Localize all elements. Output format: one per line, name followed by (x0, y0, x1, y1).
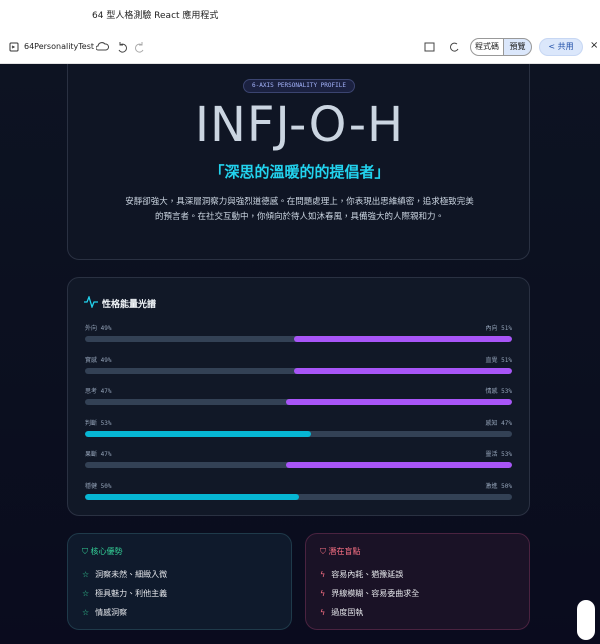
toolbar-icons-right[interactable] (424, 41, 464, 53)
right-name: 激進 (485, 482, 498, 490)
right-label: 內向 51% (486, 323, 512, 332)
right-value: 47% (501, 419, 512, 427)
bar-track (85, 367, 512, 374)
left-label: 果斷 47% (85, 449, 111, 458)
right-name: 情感 (485, 388, 498, 395)
profile-card: 6-AXIS PERSONALITY PROFILE INFJ-O-H 「深思的… (67, 64, 530, 260)
right-label: 情感 53% (486, 386, 512, 395)
item-text: 洞察未然、細緻入微 (95, 570, 168, 579)
item-text: 界線模糊、容易委曲求全 (331, 589, 420, 598)
app-name: 64PersonalityTest (24, 42, 95, 51)
bar-fill (285, 399, 512, 405)
left-label: 穩健 50% (85, 481, 111, 490)
item-icon: ϟ (320, 570, 326, 579)
type-code: INFJ-O-H (194, 97, 405, 153)
bar-fill (85, 430, 312, 437)
right-label: 直覺 51% (486, 355, 512, 364)
left-label: 判斷 53% (85, 418, 111, 427)
list-item: ϟ 容易內耗、猶豫延誤 (320, 569, 403, 580)
share-label: 共用 (557, 42, 574, 51)
right-name: 內向 (485, 325, 498, 332)
bar-track (85, 493, 512, 500)
toolbar: 64PersonalityTest 程式碼 預覽 < 共用 × (0, 30, 600, 64)
right-name: 直覺 (485, 356, 498, 364)
strengths-title-text: 核心優勢 (90, 547, 123, 556)
bar-track (85, 462, 512, 468)
right-value: 51% (501, 325, 512, 332)
bar-fill (285, 462, 512, 468)
left-value: 47% (100, 451, 112, 458)
left-name: 外向 (85, 325, 98, 332)
left-name: 判斷 (85, 419, 98, 427)
left-name: 穩健 (85, 482, 98, 490)
item-text: 過度固執 (331, 608, 364, 617)
side-widget[interactable] (577, 600, 595, 640)
code-button[interactable]: 程式碼 (470, 38, 504, 56)
list-item: ϟ 過度固執 (320, 607, 363, 618)
strengths-title: ⛉ 核心優勢 (82, 547, 123, 556)
app-icon (9, 42, 19, 52)
right-name: 靈活 (485, 451, 498, 458)
left-label: 實感 49% (85, 355, 111, 364)
pulse-icon (84, 296, 98, 308)
left-value: 47% (100, 388, 112, 395)
blindspots-title-text: 潛在盲點 (328, 547, 361, 556)
left-value: 53% (100, 419, 112, 427)
spectrum-title: 性格能量光譜 (102, 300, 157, 310)
right-label: 感知 47% (486, 418, 512, 427)
right-value: 53% (501, 451, 512, 458)
left-name: 果斷 (85, 451, 98, 458)
left-value: 49% (100, 356, 112, 364)
preview-button[interactable]: 預覽 (503, 38, 532, 56)
content: 6-AXIS PERSONALITY PROFILE INFJ-O-H 「深思的… (0, 64, 600, 644)
item-text: 容易內耗、猶豫延誤 (331, 570, 404, 579)
bar-fill (85, 493, 299, 500)
item-text: 極具魅力、利他主義 (95, 589, 168, 598)
toolbar-icons[interactable] (96, 41, 156, 53)
item-icon: ☆ (82, 608, 90, 617)
left-label: 思考 47% (85, 386, 111, 395)
item-icon: ☆ (82, 589, 90, 598)
spectrum-card: 性格能量光譜 外向 49% 內向 51% 實感 49% 直覺 51% 思考 47% 情感 … (67, 277, 530, 516)
badge: 6-AXIS PERSONALITY PROFILE (243, 79, 355, 93)
bar-fill (294, 336, 512, 342)
bar-track (85, 336, 512, 342)
list-item: ϟ 界線模糊、容易委曲求全 (320, 588, 419, 599)
item-text: 情感洞察 (95, 608, 128, 617)
window-title: 64 型人格測驗 React 應用程式 (92, 11, 219, 21)
blindspots-card: ⛉ 潛在盲點 ϟ 容易內耗、猶豫延誤 ϟ 界線模糊、容易委曲求全 ϟ 過度固執 (305, 533, 530, 630)
bar-track (85, 399, 512, 405)
nickname: 「深思的溫暖的的提倡者」 (209, 163, 390, 181)
left-value: 50% (100, 482, 112, 490)
description: 安靜卻強大，具深層洞察力與強烈道德感。在問題處理上，你表現出思維縝密，追求極致完… (125, 197, 474, 222)
bar-track (85, 430, 512, 437)
strengths-card: ⛉ 核心優勢 ☆ 洞察未然、細緻入微 ☆ 極具魅力、利他主義 ☆ 情感洞察 (67, 533, 292, 630)
right-value: 51% (501, 356, 512, 364)
left-value: 49% (100, 325, 112, 332)
list-item: ☆ 情感洞察 (82, 607, 127, 618)
right-value: 50% (501, 482, 512, 490)
share-button[interactable]: < 共用 (539, 38, 583, 56)
right-label: 靈活 53% (486, 449, 512, 458)
item-icon: ϟ (320, 589, 326, 598)
left-name: 實感 (85, 356, 98, 364)
blindspots-title: ⛉ 潛在盲點 (320, 547, 361, 556)
list-item: ☆ 洞察未然、細緻入微 (82, 569, 167, 580)
right-name: 感知 (485, 419, 498, 427)
right-value: 53% (501, 388, 512, 395)
right-label: 激進 50% (486, 481, 512, 490)
left-label: 外向 49% (85, 323, 111, 332)
list-item: ☆ 極具魅力、利他主義 (82, 588, 167, 599)
left-name: 思考 (85, 388, 98, 395)
title-bar: 64 型人格測驗 React 應用程式 (0, 0, 600, 30)
item-icon: ϟ (320, 608, 326, 617)
close-button[interactable]: × (590, 40, 599, 51)
item-icon: ☆ (82, 570, 90, 579)
bar-fill (294, 367, 512, 374)
